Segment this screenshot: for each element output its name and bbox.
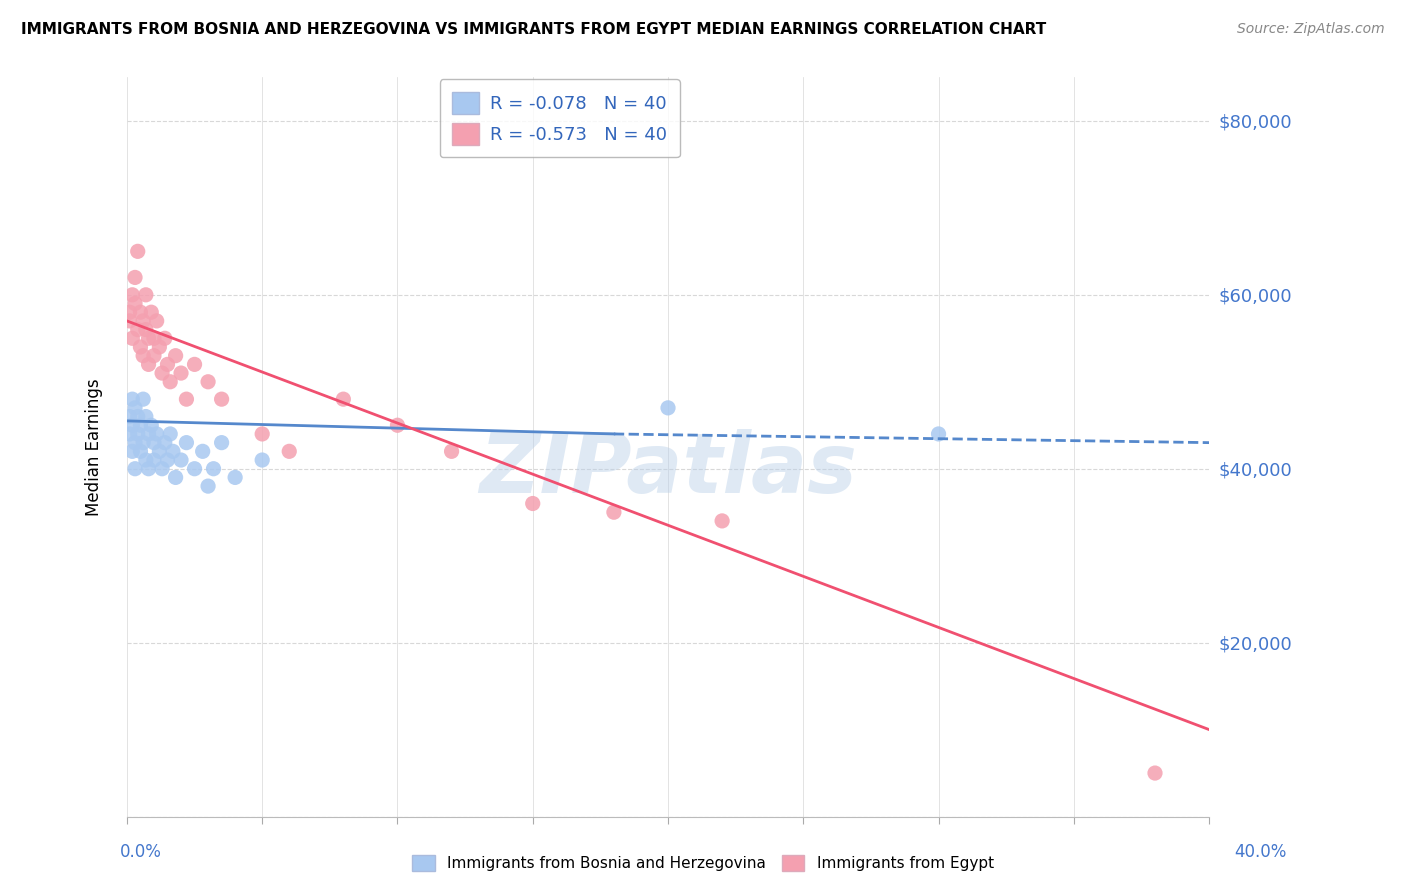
Point: [711, 514, 734, 528]
Point: [191, 444, 214, 458]
Point: [127, 426, 149, 441]
Point: [118, 314, 141, 328]
Point: [129, 444, 152, 458]
Point: [121, 392, 143, 406]
Point: [118, 305, 141, 319]
Point: [159, 426, 181, 441]
Point: [141, 305, 163, 319]
Point: [138, 358, 160, 372]
Point: [132, 349, 155, 363]
Point: [124, 435, 146, 450]
Point: [138, 331, 160, 345]
Point: [156, 453, 179, 467]
Point: [657, 401, 679, 415]
Point: [145, 314, 167, 328]
Point: [159, 375, 181, 389]
Point: [132, 392, 155, 406]
Point: [211, 435, 233, 450]
Point: [132, 314, 155, 328]
Point: [153, 331, 176, 345]
Point: [387, 418, 409, 433]
Point: [121, 331, 143, 345]
Point: [127, 409, 149, 424]
Point: [153, 435, 176, 450]
Point: [440, 444, 463, 458]
Point: [162, 444, 184, 458]
Point: [124, 461, 146, 475]
Point: [211, 392, 233, 406]
Point: [165, 470, 187, 484]
Point: [121, 288, 143, 302]
Text: 40.0%: 40.0%: [1234, 843, 1286, 861]
Point: [522, 496, 544, 510]
Point: [156, 358, 179, 372]
Text: Source: ZipAtlas.com: Source: ZipAtlas.com: [1237, 22, 1385, 37]
Legend: R = -0.078   N = 40, R = -0.573   N = 40: R = -0.078 N = 40, R = -0.573 N = 40: [440, 79, 681, 157]
Point: [170, 366, 193, 380]
Point: [138, 426, 160, 441]
Point: [250, 426, 273, 441]
Point: [118, 409, 141, 424]
Point: [129, 340, 152, 354]
Point: [135, 323, 157, 337]
Point: [143, 435, 166, 450]
Point: [127, 323, 149, 337]
Point: [135, 409, 157, 424]
Point: [143, 331, 166, 345]
Point: [928, 426, 950, 441]
Point: [176, 392, 198, 406]
Point: [1143, 766, 1166, 780]
Point: [145, 426, 167, 441]
Point: [250, 453, 273, 467]
Point: [148, 340, 170, 354]
Point: [150, 366, 173, 380]
Text: IMMIGRANTS FROM BOSNIA AND HERZEGOVINA VS IMMIGRANTS FROM EGYPT MEDIAN EARNINGS : IMMIGRANTS FROM BOSNIA AND HERZEGOVINA V…: [21, 22, 1046, 37]
Point: [118, 426, 141, 441]
Point: [124, 270, 146, 285]
Point: [170, 453, 193, 467]
Point: [148, 444, 170, 458]
Point: [183, 461, 205, 475]
Legend: Immigrants from Bosnia and Herzegovina, Immigrants from Egypt: Immigrants from Bosnia and Herzegovina, …: [406, 849, 1000, 877]
Point: [202, 461, 225, 475]
Point: [603, 505, 626, 519]
Point: [132, 435, 155, 450]
Point: [129, 305, 152, 319]
Point: [124, 296, 146, 310]
Point: [135, 453, 157, 467]
Point: [183, 358, 205, 372]
Point: [141, 418, 163, 433]
Point: [197, 479, 219, 493]
Y-axis label: Median Earnings: Median Earnings: [86, 378, 103, 516]
Point: [332, 392, 354, 406]
Point: [150, 461, 173, 475]
Text: 0.0%: 0.0%: [120, 843, 162, 861]
Point: [197, 375, 219, 389]
Point: [124, 401, 146, 415]
Point: [143, 349, 166, 363]
Point: [129, 418, 152, 433]
Text: ZIPatlas: ZIPatlas: [479, 429, 856, 509]
Point: [127, 244, 149, 259]
Point: [121, 444, 143, 458]
Point: [165, 349, 187, 363]
Point: [121, 418, 143, 433]
Point: [224, 470, 246, 484]
Point: [138, 461, 160, 475]
Point: [278, 444, 301, 458]
Point: [143, 453, 166, 467]
Point: [135, 288, 157, 302]
Point: [176, 435, 198, 450]
